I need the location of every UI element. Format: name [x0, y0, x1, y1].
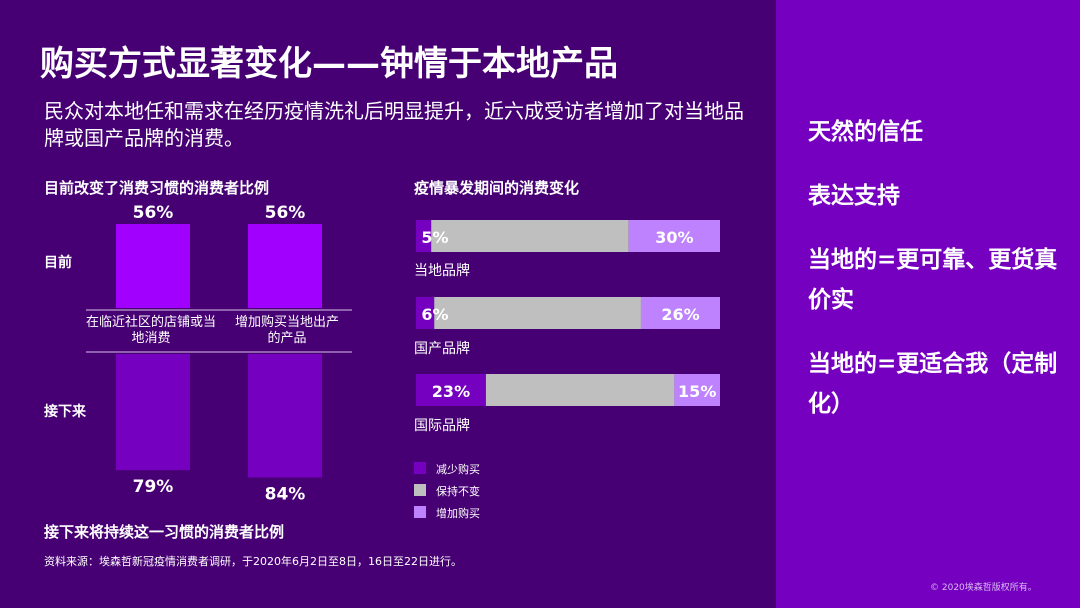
decrease-label-1: 6% — [421, 305, 448, 324]
stack-keep-0 — [431, 220, 629, 252]
legend-swatch-increase — [414, 506, 426, 518]
left-chart-title: 目前改变了消费习惯的消费者比例 — [44, 179, 270, 197]
current-bar-label-0: 56% — [133, 203, 174, 223]
next-bar-1 — [248, 354, 322, 478]
stack-keep-1 — [434, 297, 641, 329]
increase-label-1: 26% — [661, 305, 699, 324]
copyright-note: © 2020埃森哲版权所有。 — [930, 583, 1037, 593]
next-bar-label-0: 79% — [133, 477, 174, 497]
brand-label-1: 国产品牌 — [414, 341, 470, 357]
side-panel — [776, 0, 1080, 608]
current-bar-1 — [248, 224, 322, 308]
side-item-customized: 当地的=更适合我（定制化） — [808, 351, 1058, 417]
stack-decrease-2 — [416, 374, 486, 406]
legend-label-keep: 保持不变 — [436, 485, 480, 498]
stack-increase-2 — [674, 374, 720, 406]
legend-swatch-keep — [414, 484, 426, 496]
page-subtitle: 民众对本地任和需求在经历疫情洗礼后明显提升，近六成受访者增加了对当地品牌或国产品… — [44, 99, 744, 150]
decrease-label-2: 23% — [432, 382, 470, 401]
decrease-label-0: 5% — [421, 228, 448, 247]
brand-label-0: 当地品牌 — [414, 263, 470, 279]
right-chart-title: 疫情暴发期间的消费变化 — [414, 179, 580, 197]
stack-decrease-1 — [416, 297, 435, 329]
next-bar-label-1: 84% — [265, 484, 306, 504]
next-bar-0 — [116, 354, 190, 471]
current-bar-0 — [116, 224, 190, 308]
brand-label-2: 国际品牌 — [414, 418, 470, 434]
category-label-0: 在临近社区的店铺或当地消费 — [86, 315, 217, 346]
source-note: 资料来源：埃森哲新冠疫情消费者调研，于2020年6月2日至8日，16日至22日进… — [44, 555, 462, 568]
increase-label-0: 30% — [655, 228, 693, 247]
legend-label-decrease: 减少购买 — [436, 463, 480, 476]
side-item-reliable: 当地的=更可靠、更货真价实 — [808, 247, 1058, 313]
stack-decrease-0 — [416, 220, 432, 252]
legend-label-increase: 增加购买 — [436, 507, 480, 520]
left-chart-bottom-title: 接下来将持续这一习惯的消费者比例 — [44, 523, 285, 541]
side-item-support: 表达支持 — [808, 183, 900, 209]
side-item-trust: 天然的信任 — [808, 119, 923, 145]
row-label-current: 目前 — [44, 255, 72, 271]
current-bar-label-1: 56% — [265, 203, 306, 223]
increase-label-2: 15% — [678, 382, 716, 401]
category-label-1: 增加购买当地出产的产品 — [234, 315, 339, 346]
stack-increase-0 — [628, 220, 720, 252]
stack-keep-2 — [485, 374, 675, 406]
row-label-next: 接下来 — [44, 404, 86, 420]
legend-swatch-decrease — [414, 462, 426, 474]
stack-increase-1 — [640, 297, 720, 329]
page-title: 购买方式显著变化——钟情于本地产品 — [40, 44, 618, 84]
